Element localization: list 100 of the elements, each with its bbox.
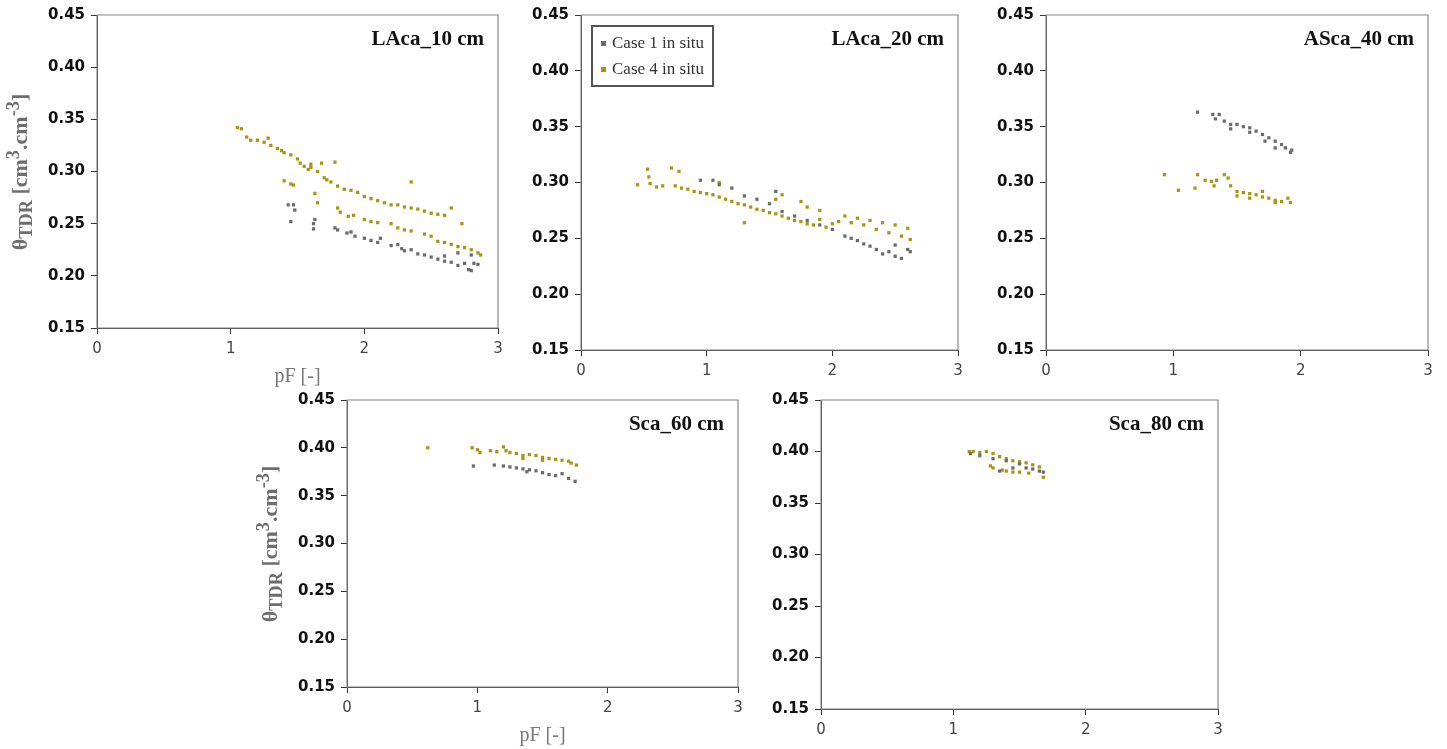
y-tick-label: 0.35 <box>531 116 570 135</box>
y-tick-label: 0.45 <box>996 4 1035 23</box>
point <box>508 465 512 469</box>
y-tick-label: 0.40 <box>297 437 336 456</box>
x-tick-label: 3 <box>493 338 503 357</box>
point <box>514 466 519 470</box>
point <box>799 199 803 204</box>
y-tick-label: 0.30 <box>996 172 1035 191</box>
point <box>862 223 866 227</box>
text: LAca_20 cm <box>831 25 945 50</box>
point <box>1235 189 1239 194</box>
point <box>692 189 696 194</box>
point <box>1263 139 1267 143</box>
y-tick-label: 0.30 <box>771 544 810 563</box>
y-tick-label: 0.45 <box>531 4 570 23</box>
point <box>471 464 476 468</box>
y-tick-label: 0.30 <box>297 533 336 552</box>
x-tick-label: 2 <box>827 360 838 379</box>
y-tick-label: 0.25 <box>297 581 336 600</box>
point <box>504 449 508 453</box>
point <box>1229 127 1233 131</box>
point <box>521 467 525 471</box>
point <box>1222 119 1226 123</box>
point <box>991 451 995 456</box>
y-tick-label: 0.40 <box>531 60 570 79</box>
point <box>749 205 753 209</box>
point <box>780 209 784 214</box>
y-tick-label: 0.15 <box>297 676 336 695</box>
point <box>711 193 715 197</box>
y-tick-label: 0.45 <box>47 4 86 23</box>
y-tick-label: 0.40 <box>47 57 86 76</box>
point <box>988 464 993 468</box>
point <box>409 248 413 252</box>
point <box>574 463 579 467</box>
x-axis-title: pF [-] <box>519 723 566 746</box>
point <box>1254 129 1258 133</box>
point <box>893 243 897 247</box>
point <box>1011 470 1015 474</box>
point <box>991 457 995 461</box>
point <box>654 185 659 189</box>
legend-label: Case 4 in situ <box>612 58 705 80</box>
point <box>547 472 551 477</box>
text: LAca_10 cm <box>371 25 485 50</box>
y-tick-label: 0.15 <box>771 698 810 717</box>
point <box>862 242 866 246</box>
point <box>501 445 506 449</box>
y-tick-label: 0.35 <box>297 485 336 504</box>
x-tick-label: 0 <box>1041 360 1051 379</box>
point <box>780 193 784 197</box>
point <box>1024 461 1028 465</box>
y-tick-label: 0.20 <box>771 647 810 666</box>
point <box>669 166 674 170</box>
y-tick-label: 0.20 <box>47 265 86 284</box>
point <box>824 225 828 229</box>
point <box>469 253 473 257</box>
y-tick-label: 0.35 <box>47 109 86 128</box>
point <box>717 195 721 199</box>
x-tick-label: 0 <box>816 719 826 738</box>
point <box>456 263 460 268</box>
y-tick-label: 0.25 <box>531 228 570 247</box>
point <box>547 456 551 460</box>
point <box>521 456 525 460</box>
point <box>335 228 340 232</box>
point <box>1037 465 1041 469</box>
point <box>521 453 525 458</box>
point <box>560 472 564 476</box>
x-tick-label: 1 <box>948 719 959 738</box>
x-tick-label: 2 <box>602 697 613 716</box>
x-tick-label: 1 <box>472 697 483 716</box>
x-tick-label: 1 <box>1168 360 1179 379</box>
point <box>1273 146 1277 150</box>
legend-label: Case 1 in situ <box>612 32 705 54</box>
point <box>843 234 847 238</box>
point <box>456 251 460 255</box>
x-tick-label: 1 <box>701 360 712 379</box>
point <box>429 255 433 259</box>
point <box>286 203 290 207</box>
point <box>868 218 872 223</box>
point <box>442 254 447 258</box>
x-tick-label: 2 <box>1295 360 1306 379</box>
y-tick-label: 0.30 <box>531 172 570 191</box>
x-tick-label: 3 <box>1423 360 1433 379</box>
point <box>495 450 499 454</box>
point <box>780 214 784 218</box>
y-tick-label: 0.35 <box>996 116 1035 135</box>
x-tick-label: 0 <box>576 360 586 379</box>
point <box>534 469 538 473</box>
point <box>1041 470 1045 474</box>
y-tick-label: 0.20 <box>531 284 570 303</box>
point <box>893 223 897 227</box>
point <box>736 202 740 206</box>
x-tick-label: 2 <box>1080 719 1091 738</box>
point <box>573 479 577 483</box>
point <box>755 207 759 211</box>
text: Sca_80 cm <box>1108 410 1205 435</box>
x-tick-label: 2 <box>359 338 370 357</box>
point <box>1212 184 1216 188</box>
point <box>647 175 651 179</box>
y-tick-label: 0.35 <box>771 492 810 511</box>
point <box>1283 146 1288 150</box>
